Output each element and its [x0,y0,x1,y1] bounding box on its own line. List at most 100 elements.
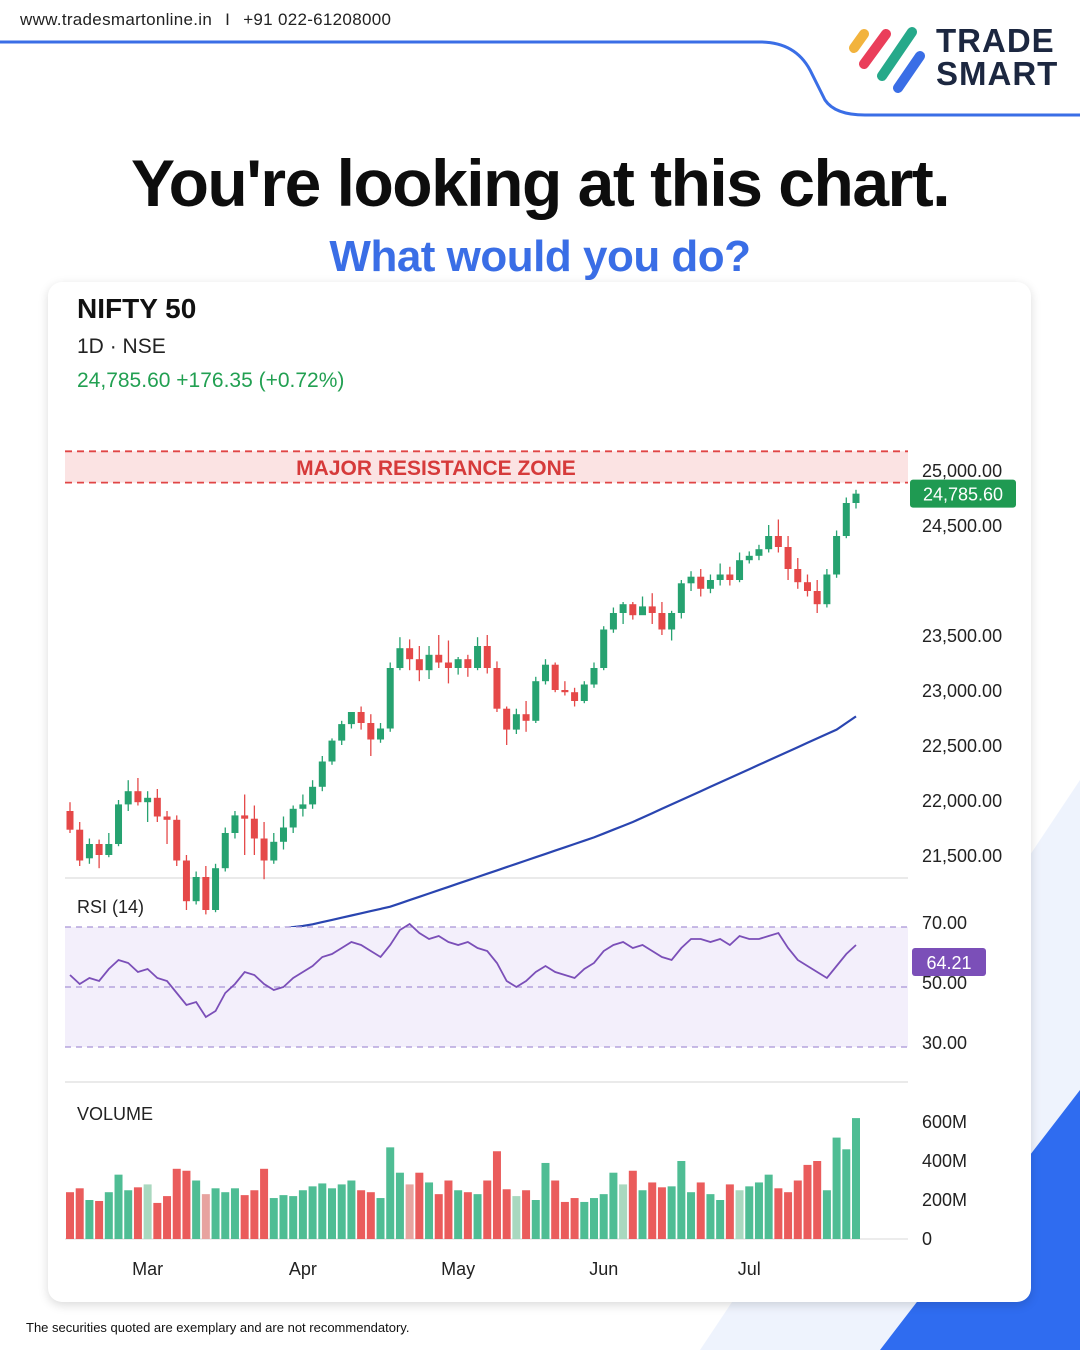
volume-bar [619,1184,628,1239]
volume-bar [745,1186,754,1239]
volume-bar [764,1174,773,1239]
volume-bar [522,1190,531,1239]
volume-bar [444,1180,453,1239]
volume-bar [667,1186,676,1239]
candle-body [522,714,530,721]
volume-bar [657,1187,666,1239]
candle-body [377,728,385,740]
volume-bar [803,1164,812,1239]
candle-body [532,681,540,721]
time-axis: Mar Apr May Jun Jul [132,1259,761,1279]
candle-body [755,549,763,556]
candle-body [474,646,482,668]
candle-body [726,574,734,580]
rsi-value-marker [912,948,986,976]
volume-bar [852,1118,860,1239]
volume-bar [628,1170,637,1239]
volume-bar [395,1172,404,1239]
candle-body [124,791,132,805]
candle-body [590,668,598,685]
candle-body [66,811,74,830]
rsi-label: RSI (14) [77,897,144,917]
candle-body [541,664,549,682]
candle-body [435,654,443,663]
volume-bar [95,1200,104,1239]
volume-bar [512,1196,521,1239]
trading-chart[interactable]: NIFTY 50 1D · NSE 24,785.60 +176.35 (+0.… [48,282,1031,1302]
last-price: 24,785.60 [77,369,170,392]
candle-body [639,606,647,616]
volume-bar [298,1190,307,1239]
volume-bar [735,1190,744,1239]
price-tick-label: 23,500.00 [922,626,1002,646]
candle-body [221,833,229,869]
volume-bar [716,1200,725,1239]
dot-separator: · [104,335,123,358]
volume-bar [85,1200,94,1239]
price-change-line: 24,785.60 +176.35 (+0.72%) [77,369,344,392]
rsi-tick-label: 70.00 [922,913,967,933]
candle-body [745,555,753,561]
candle-body [658,613,666,630]
candle-body [270,841,278,861]
candle-body [289,808,297,828]
volume-bar [813,1161,822,1239]
candle-body [182,860,190,902]
volume-bar [347,1180,356,1239]
volume-bar [405,1184,414,1239]
rsi-tick-label: 30.00 [922,1033,967,1053]
volume-bar [269,1198,278,1239]
headline: You're looking at this chart. [130,146,951,220]
candle-body [503,708,511,730]
rsi-line [69,922,857,1019]
candle-body [464,659,472,668]
candle-body [580,684,588,701]
candle-body [241,815,249,819]
volume-bar [648,1182,657,1239]
candle-body [279,827,287,842]
symbol-title: NIFTY 50 [77,293,196,324]
volume-bar [706,1194,715,1239]
volume-bar [366,1192,375,1239]
volume-pane: VOLUME 600M 400M 200M 0 [65,1104,967,1249]
website-link[interactable]: www.tradesmartonline.in [20,10,213,29]
candle-body [784,547,792,569]
candle-body [299,804,307,809]
volume-bar [182,1170,191,1239]
time-axis-label: May [441,1259,475,1279]
contact-line: www.tradesmartonline.in I +91 022-612080… [20,10,391,30]
volume-bar [114,1174,123,1239]
candle-body [609,613,617,630]
subheadline: What would you do? [329,232,751,281]
candle-body [706,580,714,589]
price-change: +176.35 (+0.72%) [176,369,344,392]
price-pane: MAJOR RESISTANCE ZONE 25,000.00 24,500.00 2… [65,450,1016,960]
volume-bar [784,1192,793,1239]
candle-body [648,606,656,613]
candle-body [134,791,142,803]
volume-bar [376,1198,385,1239]
candle-body [512,714,520,730]
volume-bar [66,1192,74,1239]
volume-bar [541,1162,550,1239]
disclaimer: The securities quoted are exemplary and … [26,1320,410,1335]
time-axis-label: Jun [589,1259,618,1279]
volume-bar [696,1182,705,1239]
rsi-value-marker-label: 64.21 [926,953,971,973]
exchange: NSE [123,335,166,358]
volume-bar [454,1190,463,1239]
phone-number[interactable]: +91 022-61208000 [243,10,392,29]
candle-body [600,629,608,668]
volume-bar [221,1192,230,1239]
header-curve [0,40,1080,117]
volume-bar [318,1183,327,1239]
candle-body [260,838,268,861]
volume-label: VOLUME [77,1104,153,1124]
volume-bar [725,1184,734,1239]
candle-body [76,829,84,861]
volume-bar [434,1194,443,1239]
candle-body [115,804,123,844]
timeframe-exchange: 1D · NSE [77,335,166,358]
resistance-zone-band [65,451,908,483]
price-tick-label: 23,000.00 [922,681,1002,701]
